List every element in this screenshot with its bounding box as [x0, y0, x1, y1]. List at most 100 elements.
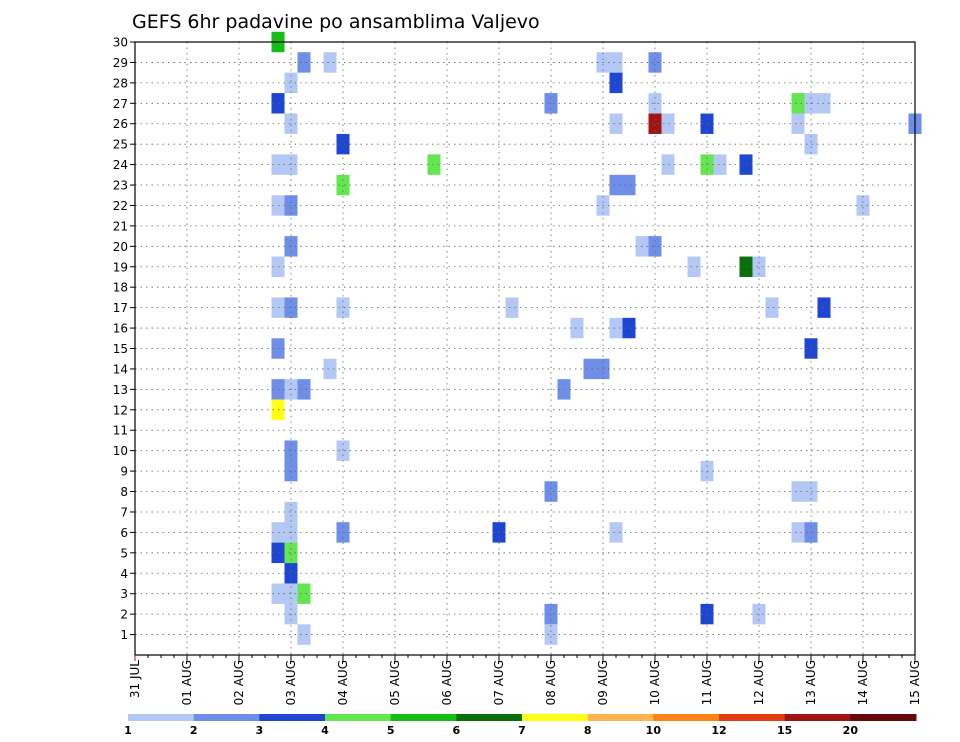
precip-cell	[297, 52, 311, 73]
y-tick-label: 22	[113, 199, 128, 213]
precip-cell	[284, 113, 298, 134]
precip-cell	[544, 481, 558, 502]
precip-cell	[284, 72, 298, 94]
x-tick-label: 06 AUG	[440, 660, 454, 705]
colorbar-tick-label: 10	[646, 724, 662, 737]
x-tick-label: 05 AUG	[388, 660, 402, 705]
precip-cell	[661, 154, 675, 175]
precip-cell	[791, 93, 805, 114]
precip-cell	[570, 317, 584, 339]
colorbar-tick-label: 2	[190, 724, 198, 737]
precip-cell	[856, 195, 870, 216]
colorbar-swatch	[522, 714, 589, 721]
x-tick-label: 03 AUG	[284, 660, 298, 705]
y-tick-label: 8	[120, 485, 128, 499]
colorbar-tick-label: 5	[387, 724, 395, 737]
precip-cell	[297, 583, 311, 604]
colorbar-swatch	[653, 714, 720, 721]
colorbar-swatch	[456, 714, 523, 721]
y-tick-label: 27	[113, 97, 128, 111]
y-tick-label: 5	[120, 546, 128, 560]
precip-cell	[622, 174, 636, 196]
y-tick-label: 21	[113, 219, 128, 233]
x-tick-label: 31 JUL	[128, 660, 142, 698]
y-tick-label: 2	[120, 608, 128, 622]
precip-cell	[661, 113, 675, 134]
precip-cell	[427, 154, 441, 175]
colorbar: 1 2 3 4 5 6 7 8 10 12 15 20	[124, 714, 917, 737]
y-tick-label: 7	[120, 505, 128, 519]
y-tick-label: 24	[113, 158, 128, 172]
precip-cell	[544, 624, 558, 645]
y-tick-label: 4	[120, 567, 128, 581]
y-tick-label: 19	[113, 260, 128, 274]
precip-cell	[622, 317, 636, 339]
precip-cell	[505, 297, 519, 318]
x-tick-label: 11 AUG	[700, 660, 714, 705]
colorbar-tick-label: 7	[518, 724, 526, 737]
precip-cell	[336, 297, 350, 318]
colorbar-swatch	[193, 714, 260, 721]
precip-cell	[752, 256, 766, 277]
x-tick-label: 04 AUG	[336, 660, 350, 705]
precip-cell	[648, 113, 662, 134]
y-tick-label: 26	[113, 117, 128, 131]
y-tick-label: 25	[113, 138, 128, 152]
precip-cell	[336, 133, 350, 155]
x-tick-label: 07 AUG	[492, 660, 506, 705]
y-tick-label: 6	[120, 526, 128, 540]
x-tick-label: 10 AUG	[648, 660, 662, 705]
x-tick-label: 01 AUG	[180, 660, 194, 705]
y-tick-label: 13	[113, 383, 128, 397]
colorbar-tick-label: 4	[321, 724, 329, 737]
y-tick-label: 15	[113, 342, 128, 356]
precip-cell	[583, 358, 597, 380]
precip-cell	[609, 522, 623, 543]
colorbar-tick-label: 8	[584, 724, 592, 737]
colorbar-swatch	[850, 714, 917, 721]
precip-cell	[284, 195, 298, 216]
y-tick-label: 10	[113, 444, 128, 458]
colorbar-swatch	[587, 714, 654, 721]
y-tick-label: 1	[120, 628, 128, 642]
precip-cell	[323, 358, 337, 380]
precip-cell	[323, 52, 337, 73]
precip-cell	[713, 154, 727, 175]
precip-cell	[648, 52, 662, 73]
x-tick-label: 15 AUG	[908, 660, 922, 705]
x-tick-label: 12 AUG	[752, 660, 766, 705]
colorbar-tick-label: 12	[711, 724, 726, 737]
y-axis: 1234567891011121314151617181920212223242…	[113, 36, 135, 642]
y-tick-label: 16	[113, 322, 128, 336]
x-tick-label: 08 AUG	[544, 660, 558, 705]
precip-cell	[609, 174, 623, 196]
precip-cell	[609, 113, 623, 134]
precip-cell	[336, 440, 350, 461]
colorbar-swatch	[259, 714, 326, 721]
precip-cell	[609, 72, 623, 94]
y-tick-label: 23	[113, 179, 128, 193]
y-tick-label: 20	[113, 240, 128, 254]
precip-cell	[804, 338, 818, 359]
y-tick-label: 29	[113, 56, 128, 70]
precip-cell	[284, 501, 298, 523]
precip-cell	[804, 481, 818, 502]
colorbar-tick-label: 3	[256, 724, 264, 737]
colorbar-tick-label: 6	[453, 724, 461, 737]
y-tick-label: 12	[113, 403, 128, 417]
colorbar-tick-label: 15	[777, 724, 792, 737]
x-tick-label: 09 AUG	[596, 660, 610, 705]
precip-cell	[791, 481, 805, 502]
y-tick-label: 9	[120, 465, 128, 479]
y-tick-label: 11	[113, 424, 128, 438]
precip-cell	[284, 154, 298, 175]
precip-cell	[791, 113, 805, 134]
precip-cell	[687, 256, 701, 277]
precip-cell	[284, 583, 298, 604]
colorbar-swatch	[784, 714, 851, 721]
x-axis: 31 JUL 01 AUG 02 AUG 03 AUG 04 AUG 05 AUG 06 A…	[128, 655, 922, 705]
precip-cell	[297, 624, 311, 645]
colorbar-swatch	[325, 714, 392, 721]
y-tick-label: 30	[113, 36, 128, 50]
